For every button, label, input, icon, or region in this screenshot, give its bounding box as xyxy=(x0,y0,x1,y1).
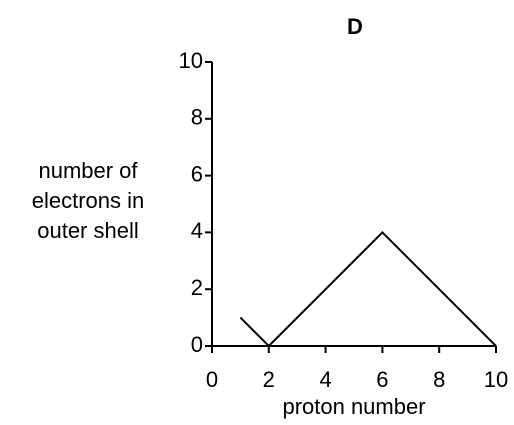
chart-title: D xyxy=(347,14,363,39)
x-tick-label: 8 xyxy=(433,367,445,392)
y-tick-label: 4 xyxy=(191,218,203,243)
y-tick-label: 10 xyxy=(179,48,203,73)
y-axis-label: number of xyxy=(38,158,138,183)
data-line xyxy=(239,230,497,348)
x-axis-label: proton number xyxy=(282,394,425,419)
x-tick-label: 0 xyxy=(206,367,218,392)
x-tick-label: 6 xyxy=(376,367,388,392)
x-tick-label: 2 xyxy=(263,367,275,392)
x-tick-label: 4 xyxy=(319,367,331,392)
y-tick-label: 8 xyxy=(191,105,203,130)
x-tick-label: 10 xyxy=(484,367,508,392)
y-tick-label: 6 xyxy=(191,161,203,186)
y-axis-label: outer shell xyxy=(37,218,139,243)
y-tick-label: 2 xyxy=(191,275,203,300)
y-axis-label: electrons in xyxy=(32,188,145,213)
y-tick-label: 0 xyxy=(191,332,203,357)
